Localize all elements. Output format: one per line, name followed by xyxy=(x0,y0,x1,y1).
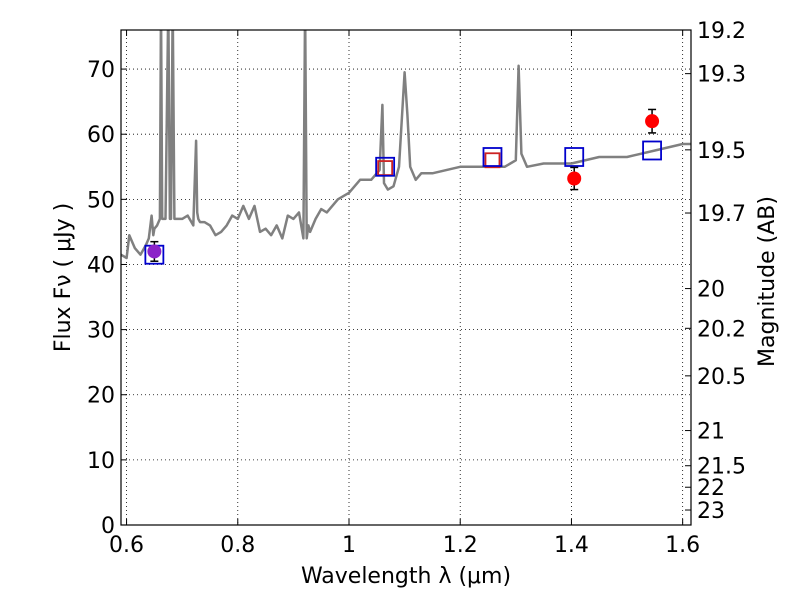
y2-tick-label: 23 xyxy=(697,499,725,524)
measurement-point xyxy=(147,244,162,259)
marker-layer xyxy=(144,108,662,265)
x-tick-label: 1.6 xyxy=(665,533,700,558)
y-tick-label: 50 xyxy=(87,188,115,213)
y2-tick-label: 21.5 xyxy=(697,455,746,480)
y2-tick-label: 20.5 xyxy=(697,365,746,390)
plot-frame xyxy=(120,29,692,526)
x-tick-label: 1.2 xyxy=(443,533,478,558)
measurement-point xyxy=(645,114,660,129)
y2-tick-label: 20 xyxy=(697,278,725,303)
y2-tick-label: 19.3 xyxy=(697,63,746,88)
x-tick-label: 1.4 xyxy=(554,533,589,558)
blue-square-marker xyxy=(482,147,503,167)
y-tick-label: 10 xyxy=(87,449,115,474)
y-axis-label: Flux Fν ( μJy ) xyxy=(51,203,76,352)
y2-tick-label: 19.2 xyxy=(697,19,746,44)
y2-tick-label: 21 xyxy=(697,420,725,445)
y2-tick-label: 22 xyxy=(697,476,725,501)
y2-tick-label: 19.5 xyxy=(697,139,746,164)
blue-square-marker xyxy=(375,156,396,177)
measurement-point xyxy=(567,171,582,186)
x-tick-label: 1 xyxy=(342,533,356,558)
y-tick-label: 70 xyxy=(87,58,115,83)
y-tick-label: 0 xyxy=(101,514,115,539)
y2-tick-label: 20.2 xyxy=(697,317,746,342)
y-tick-label: 60 xyxy=(87,123,115,148)
y-tick-label: 40 xyxy=(87,253,115,278)
x-tick-label: 0.8 xyxy=(220,533,255,558)
blue-square-marker xyxy=(642,140,662,161)
spectrum-line xyxy=(121,30,691,260)
blue-square-marker xyxy=(564,147,585,167)
x-tick-label: 0.6 xyxy=(109,533,144,558)
y2-tick-label: 19.7 xyxy=(697,202,746,227)
spectrum-layer xyxy=(121,30,691,260)
y2-axis-label: Magnitude (AB) xyxy=(755,196,780,367)
x-axis-label: Wavelength λ (μm) xyxy=(301,564,511,589)
red-square-marker xyxy=(484,152,501,169)
y-tick-label: 20 xyxy=(87,384,115,409)
axis-ticks: 0.6 0.8 1 1.2 1.4 1.6 0 10 20 30 40 50 60 70 19.2 19.3 1… xyxy=(87,19,746,558)
y-tick-label: 30 xyxy=(87,319,115,344)
